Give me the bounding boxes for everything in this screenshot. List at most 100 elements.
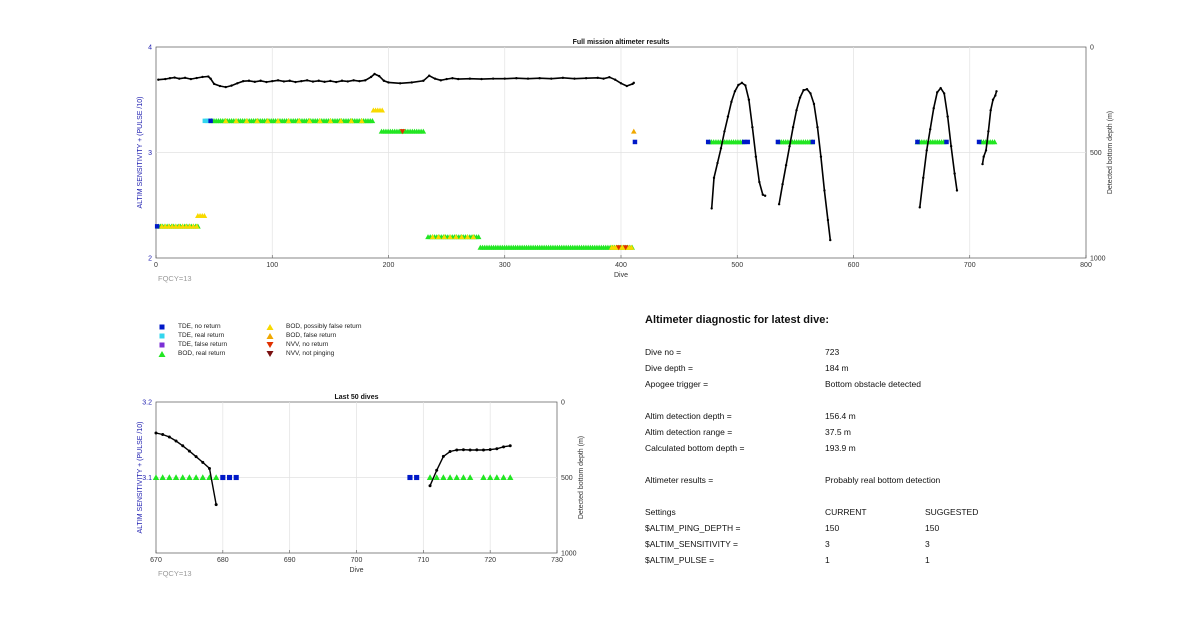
diagnostic-value: 156.4 m <box>825 411 856 421</box>
square-marker <box>976 139 982 145</box>
depth-point <box>161 432 165 436</box>
x-tick-label: 720 <box>484 557 496 564</box>
depth-point <box>712 176 716 180</box>
depth-point <box>758 180 761 184</box>
triangle-up-icon <box>266 333 274 339</box>
triangle-up-marker <box>464 234 471 240</box>
depth-point <box>164 77 167 81</box>
triangle-up-marker <box>233 118 240 124</box>
depth-point <box>435 468 439 472</box>
diagnostic-suggested: SUGGESTED <box>925 507 979 517</box>
triangle-up-marker <box>470 234 477 240</box>
square-icon <box>159 324 165 330</box>
diagnostic-row: Apogee trigger = Bottom obstacle detected <box>645 378 1190 390</box>
depth-point <box>981 162 984 166</box>
depth-point <box>995 90 998 93</box>
depth-point <box>378 74 381 78</box>
triangle-down-marker <box>399 129 406 135</box>
diagnostic-panel: Altimeter diagnostic for latest dive: Di… <box>645 312 1190 572</box>
triangle-up-marker <box>152 474 160 481</box>
depth-point <box>481 448 485 452</box>
chart-title: Last 50 dives <box>335 394 379 401</box>
depth-point <box>754 155 758 158</box>
diagnostic-row: Altim detection range = 37.5 m <box>645 426 1190 438</box>
triangle-up-marker <box>991 139 998 145</box>
diagnostic-label: Apogee trigger = <box>645 379 709 389</box>
depth-point <box>157 78 160 81</box>
legend-label: BOD, false return <box>286 332 337 339</box>
depth-point <box>596 76 599 80</box>
depth-point <box>461 448 465 452</box>
diagnostic-label: Altimeter results = <box>645 475 714 485</box>
triangle-up-marker <box>201 213 208 219</box>
depth-point <box>168 77 172 80</box>
depth-point <box>625 84 629 88</box>
depth-point <box>194 455 198 459</box>
depth-point <box>987 130 990 133</box>
depth-point <box>212 82 216 86</box>
depth-point <box>925 149 928 152</box>
triangle-up-marker <box>254 118 260 124</box>
x-tick-label: 700 <box>351 557 363 564</box>
x-tick-label: 800 <box>1080 262 1092 269</box>
diagnostic-label: $ALTIM_PULSE = <box>645 555 715 565</box>
y-tick-label: 4 <box>148 45 152 52</box>
square-marker <box>741 139 747 145</box>
depth-point <box>441 454 445 458</box>
x-axis-label: Dive <box>349 567 363 574</box>
depth-point <box>984 149 988 152</box>
y2-tick-label: 1000 <box>1090 256 1106 263</box>
depth-point <box>602 77 605 80</box>
x-tick-label: 690 <box>284 557 296 564</box>
depth-point <box>747 98 751 101</box>
x-tick-label: 400 <box>615 262 627 269</box>
diagnostic-value: Bottom obstacle detected <box>825 379 921 389</box>
triangle-up-marker <box>379 107 385 113</box>
triangle-up-marker <box>186 474 193 481</box>
x-tick-label: 300 <box>499 262 511 269</box>
depth-point <box>737 83 740 87</box>
depth-point <box>710 207 713 210</box>
depth-point <box>439 79 443 82</box>
depth-point <box>744 84 747 87</box>
triangle-up-marker <box>447 234 453 240</box>
y-tick-label: 3 <box>148 150 152 157</box>
depth-point <box>167 435 171 439</box>
depth-point <box>195 76 198 80</box>
depth-point <box>340 79 344 82</box>
depth-point <box>488 448 492 452</box>
depth-point <box>619 82 623 85</box>
triangle-up-marker <box>440 474 447 481</box>
triangle-up-marker <box>369 118 376 124</box>
depth-point <box>300 79 303 83</box>
x-tick-label: 200 <box>383 262 395 269</box>
depth-point <box>526 77 530 80</box>
diagnostic-value: 37.5 m <box>825 427 851 437</box>
depth-point <box>265 80 268 84</box>
depth-point <box>573 77 576 80</box>
depth-point <box>942 92 946 95</box>
diagnostic-value: 184 m <box>825 363 849 373</box>
diagnostic-row: $ALTIM_PULSE = 1 1 <box>645 554 1190 566</box>
depth-point <box>428 484 432 488</box>
depth-point <box>468 448 472 452</box>
legend-label: BOD, possibly false return <box>286 323 362 330</box>
triangle-up-marker <box>296 118 302 124</box>
y-axis-label: ALTIM SENSITIVITY + (PULSE /10) <box>137 97 144 209</box>
depth-point <box>584 77 588 80</box>
depth-point <box>154 431 158 435</box>
depth-point <box>730 100 733 104</box>
triangle-up-marker <box>159 474 166 481</box>
depth-point <box>802 89 805 92</box>
depth-point <box>922 176 925 180</box>
triangle-up-marker <box>446 474 454 481</box>
y2-tick-label: 500 <box>561 475 573 482</box>
depth-point <box>271 79 274 83</box>
depth-point <box>777 202 781 206</box>
triangle-up-marker <box>453 234 459 240</box>
square-marker <box>915 139 920 145</box>
square-marker <box>414 474 420 481</box>
depth-point <box>457 77 460 81</box>
depth-point <box>788 144 791 148</box>
depth-point <box>352 79 355 82</box>
